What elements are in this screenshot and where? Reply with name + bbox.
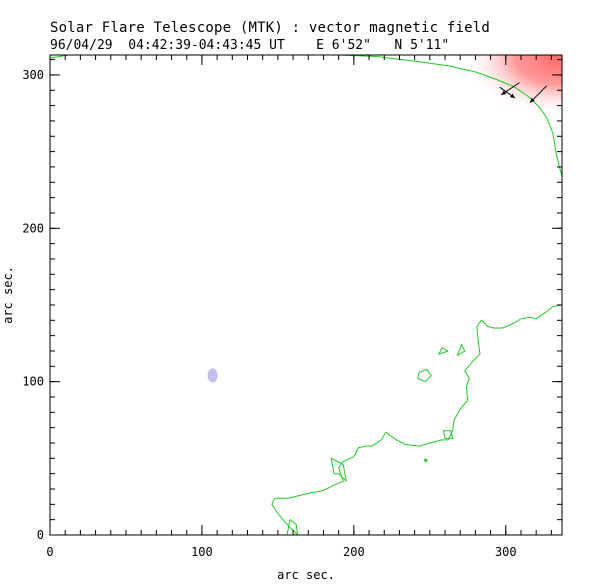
x-tick-label: 300 (495, 545, 517, 559)
observation-time: 04:42:39-04:43:45 UT (128, 38, 285, 53)
field-layer (50, 55, 562, 535)
observation-date: 96/04/29 (50, 38, 113, 53)
vector-arrowhead (501, 90, 507, 95)
position-east: E 6'52" (316, 38, 371, 53)
y-tick-label: 200 (22, 221, 44, 235)
field-contour (286, 518, 299, 535)
field-contour (271, 304, 562, 535)
negative-polarity-spot (207, 368, 218, 383)
limb-contour (50, 55, 562, 177)
axes: 0 100 200 300 0 100 200 300 arc sec. arc sec. (1, 54, 563, 582)
y-tick-label: 300 (22, 68, 44, 82)
chart-title: Solar Flare Telescope (MTK) : vector mag… (50, 20, 491, 36)
positive-polarity-region (467, 55, 562, 114)
field-contour (456, 343, 466, 357)
field-contour (437, 347, 449, 355)
x-tick-label: 100 (191, 545, 213, 559)
field-contour (330, 457, 347, 482)
x-axis-label: arc sec. (277, 568, 335, 582)
vector-arrowhead (509, 93, 515, 98)
contour-dot (424, 458, 428, 462)
plot-frame (49, 54, 563, 536)
field-contour (442, 430, 454, 439)
observation-info: 96/04/29 04:42:39-04:43:45 UT E 6'52" N … (50, 38, 449, 53)
x-tick-label: 0 (46, 545, 53, 559)
field-contour (417, 368, 432, 383)
vector-arrowhead (530, 97, 535, 103)
y-tick-label: 0 (37, 528, 44, 542)
x-tick-label: 200 (343, 545, 365, 559)
position-north: N 5'11" (394, 38, 450, 53)
y-axis-label: arc sec. (1, 266, 15, 324)
y-tick-label: 100 (22, 375, 44, 389)
